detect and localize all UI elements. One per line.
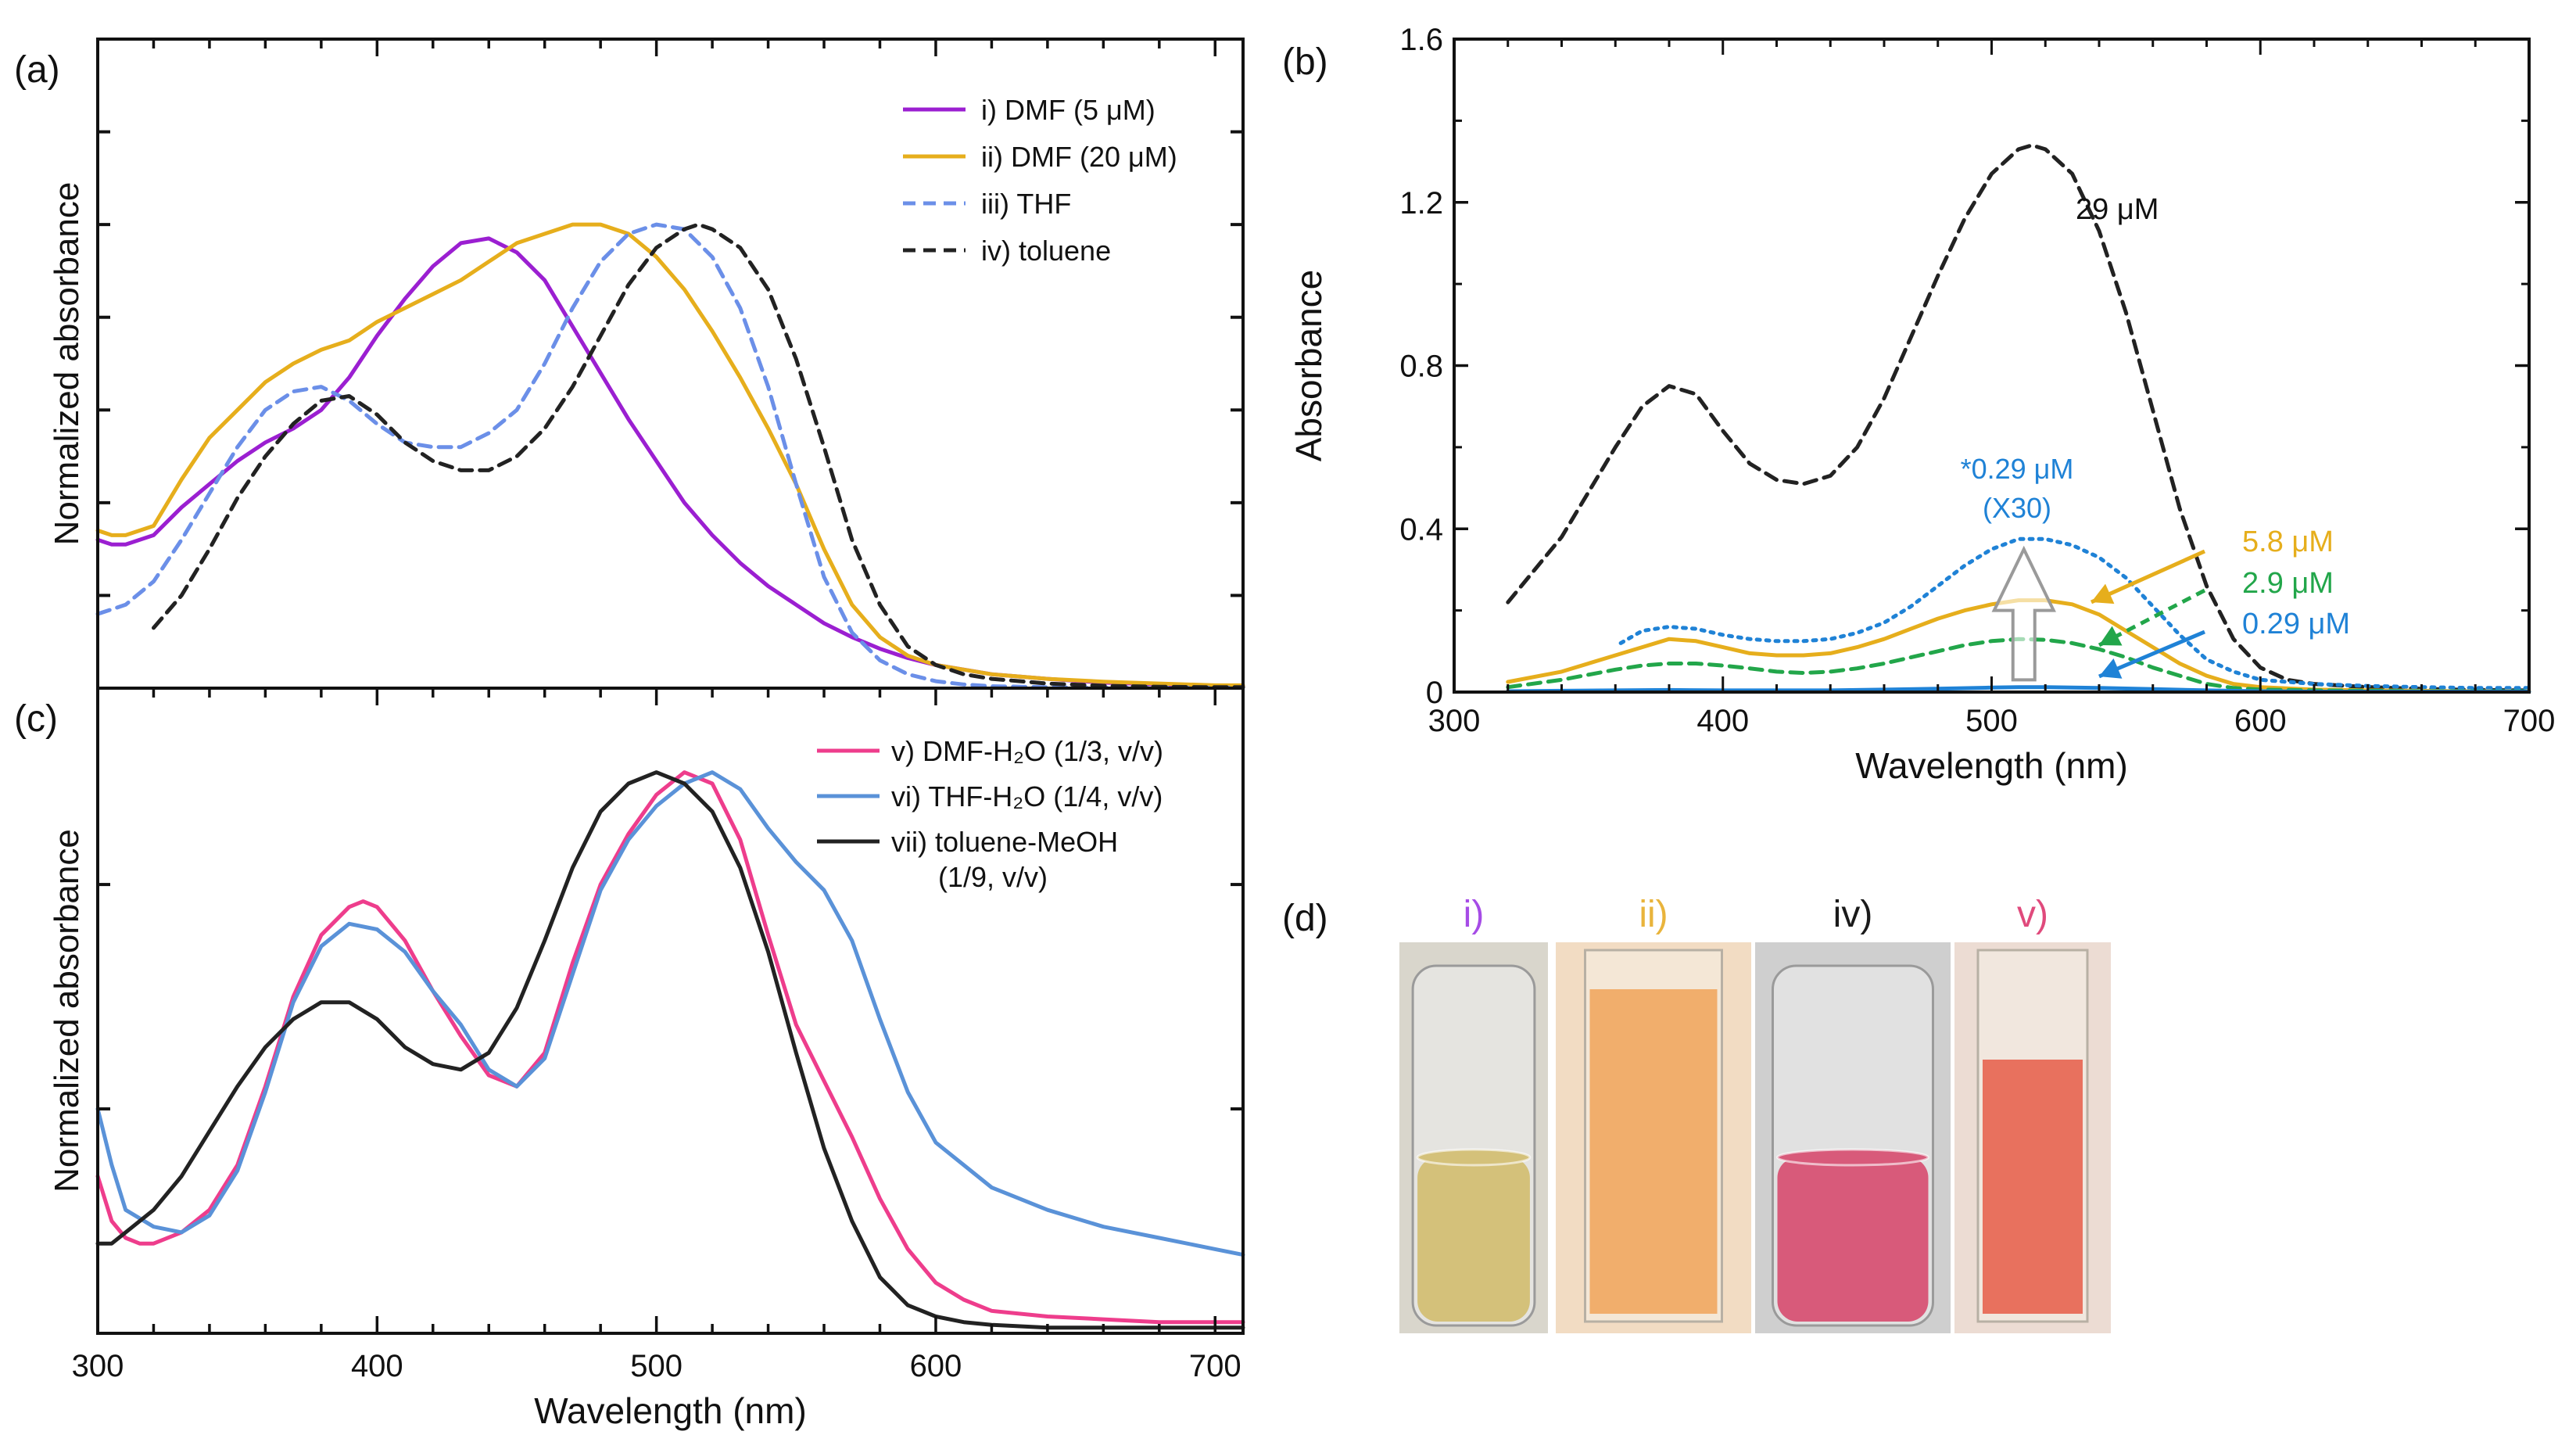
photo-label: ii) (1639, 894, 1668, 935)
y-axis-label: Absorbance (1288, 270, 1329, 462)
annotation-0-29uM: 0.29 μM (2242, 608, 2350, 640)
legend-entry-line2: (1/9, v/v) (938, 861, 1048, 893)
photo-3 (1755, 942, 1951, 1333)
y-axis-label: Normalized absorbance (48, 829, 86, 1193)
x-axis-label: Wavelength (nm) (534, 1390, 807, 1431)
arrow-0-29-head (2099, 658, 2123, 679)
series-line (1506, 598, 2531, 694)
legend-entry: ii) DMF (20 μM) (981, 141, 1177, 173)
liquid-meniscus (1776, 1148, 1929, 1167)
photo-4 (1954, 942, 2111, 1333)
panel-c-chart: 300 400 500 600 700 Wavelength (nm) Normalized… (14, 687, 1245, 1431)
photo-1 (1399, 942, 1548, 1333)
x-tick-label: 700 (2503, 704, 2556, 738)
photo-label: iv) (1833, 894, 1873, 935)
y-tick-label: 0.4 (1399, 512, 1443, 547)
annotation-5-8uM: 5.8 μM (2242, 526, 2334, 558)
series-line (95, 222, 1245, 690)
x-tick-label: 500 (630, 1349, 683, 1383)
legend-entry: iii) THF (981, 188, 1071, 220)
x-tick-label: 600 (2234, 704, 2287, 738)
x-tick-label: 500 (1965, 704, 2018, 738)
scale-up-arrow (1991, 545, 2056, 682)
annotation-x30: (X30) (1983, 492, 2051, 524)
panel-d-photos: (d) i) ii) iv) v) (1282, 894, 2111, 1333)
x-tick-label: 700 (1189, 1349, 1241, 1383)
x-tick-label: 600 (910, 1349, 962, 1383)
arrow-5-8 (2090, 549, 2206, 604)
legend-entry: vii) toluene-MeOH (891, 826, 1118, 858)
x-tick-label: 400 (351, 1349, 403, 1383)
legend-entry: i) DMF (5 μM) (981, 94, 1155, 126)
series-line (1506, 143, 2531, 693)
x-tick-label: 300 (72, 1349, 124, 1383)
panel-label-a: (a) (14, 49, 60, 91)
panel-a-chart: (a) Normalized absorbance i) DMF (5 μM) ii)… (14, 38, 1245, 690)
arrow-2-9-head (2099, 626, 2123, 646)
y-tick-label: 0.8 (1399, 350, 1443, 384)
y-tick-label: 1.6 (1399, 23, 1443, 57)
photo-label: i) (1464, 894, 1485, 935)
series-line (95, 222, 1245, 687)
legend-entry: v) DMF-H₂O (1/3, v/v) (891, 735, 1163, 767)
photo-label: v) (2017, 894, 2048, 935)
panel-b-chart: 0 0.4 0.8 1.2 1.6 300 400 500 600 700 Wavelength (… (1282, 23, 2555, 786)
cuvette-liquid (1589, 989, 1718, 1314)
axis-frame (1453, 38, 2531, 694)
series-line (152, 222, 1245, 690)
series-line (95, 770, 1245, 1330)
legend-entry: vi) THF-H₂O (1/4, v/v) (891, 780, 1163, 812)
x-tick-label: 400 (1696, 704, 1749, 738)
y-tick-label: 1.2 (1399, 186, 1443, 221)
panel-label-b: (b) (1282, 41, 1328, 83)
annotation-029uM-x30: *0.29 μM (1961, 453, 2074, 485)
axis-frame (96, 687, 1245, 1335)
annotation-29uM: 29 μM (2076, 193, 2159, 226)
liquid-meniscus (1416, 1148, 1532, 1167)
y-axis-label: Normalized absorbance (48, 182, 86, 546)
cuvette-liquid (1983, 1060, 2083, 1314)
panel-label-c: (c) (14, 698, 58, 740)
vial-liquid (1777, 1157, 1929, 1322)
photo-2 (1556, 942, 1751, 1333)
x-axis-label: Wavelength (nm) (1855, 745, 2128, 786)
panel-label-d: (d) (1282, 898, 1328, 939)
series-line (95, 770, 1245, 1257)
series-line (95, 770, 1245, 1325)
series-line (95, 236, 1245, 688)
x-tick-label: 300 (1428, 704, 1481, 738)
vial-liquid (1417, 1157, 1530, 1322)
y-tick-label: 0 (1426, 676, 1443, 710)
series-line (1618, 536, 2531, 691)
annotation-2-9uM: 2.9 μM (2242, 567, 2334, 600)
legend-entry: iv) toluene (981, 235, 1111, 267)
axis-frame (96, 38, 1245, 688)
arrow-5-8-head (2091, 583, 2115, 604)
